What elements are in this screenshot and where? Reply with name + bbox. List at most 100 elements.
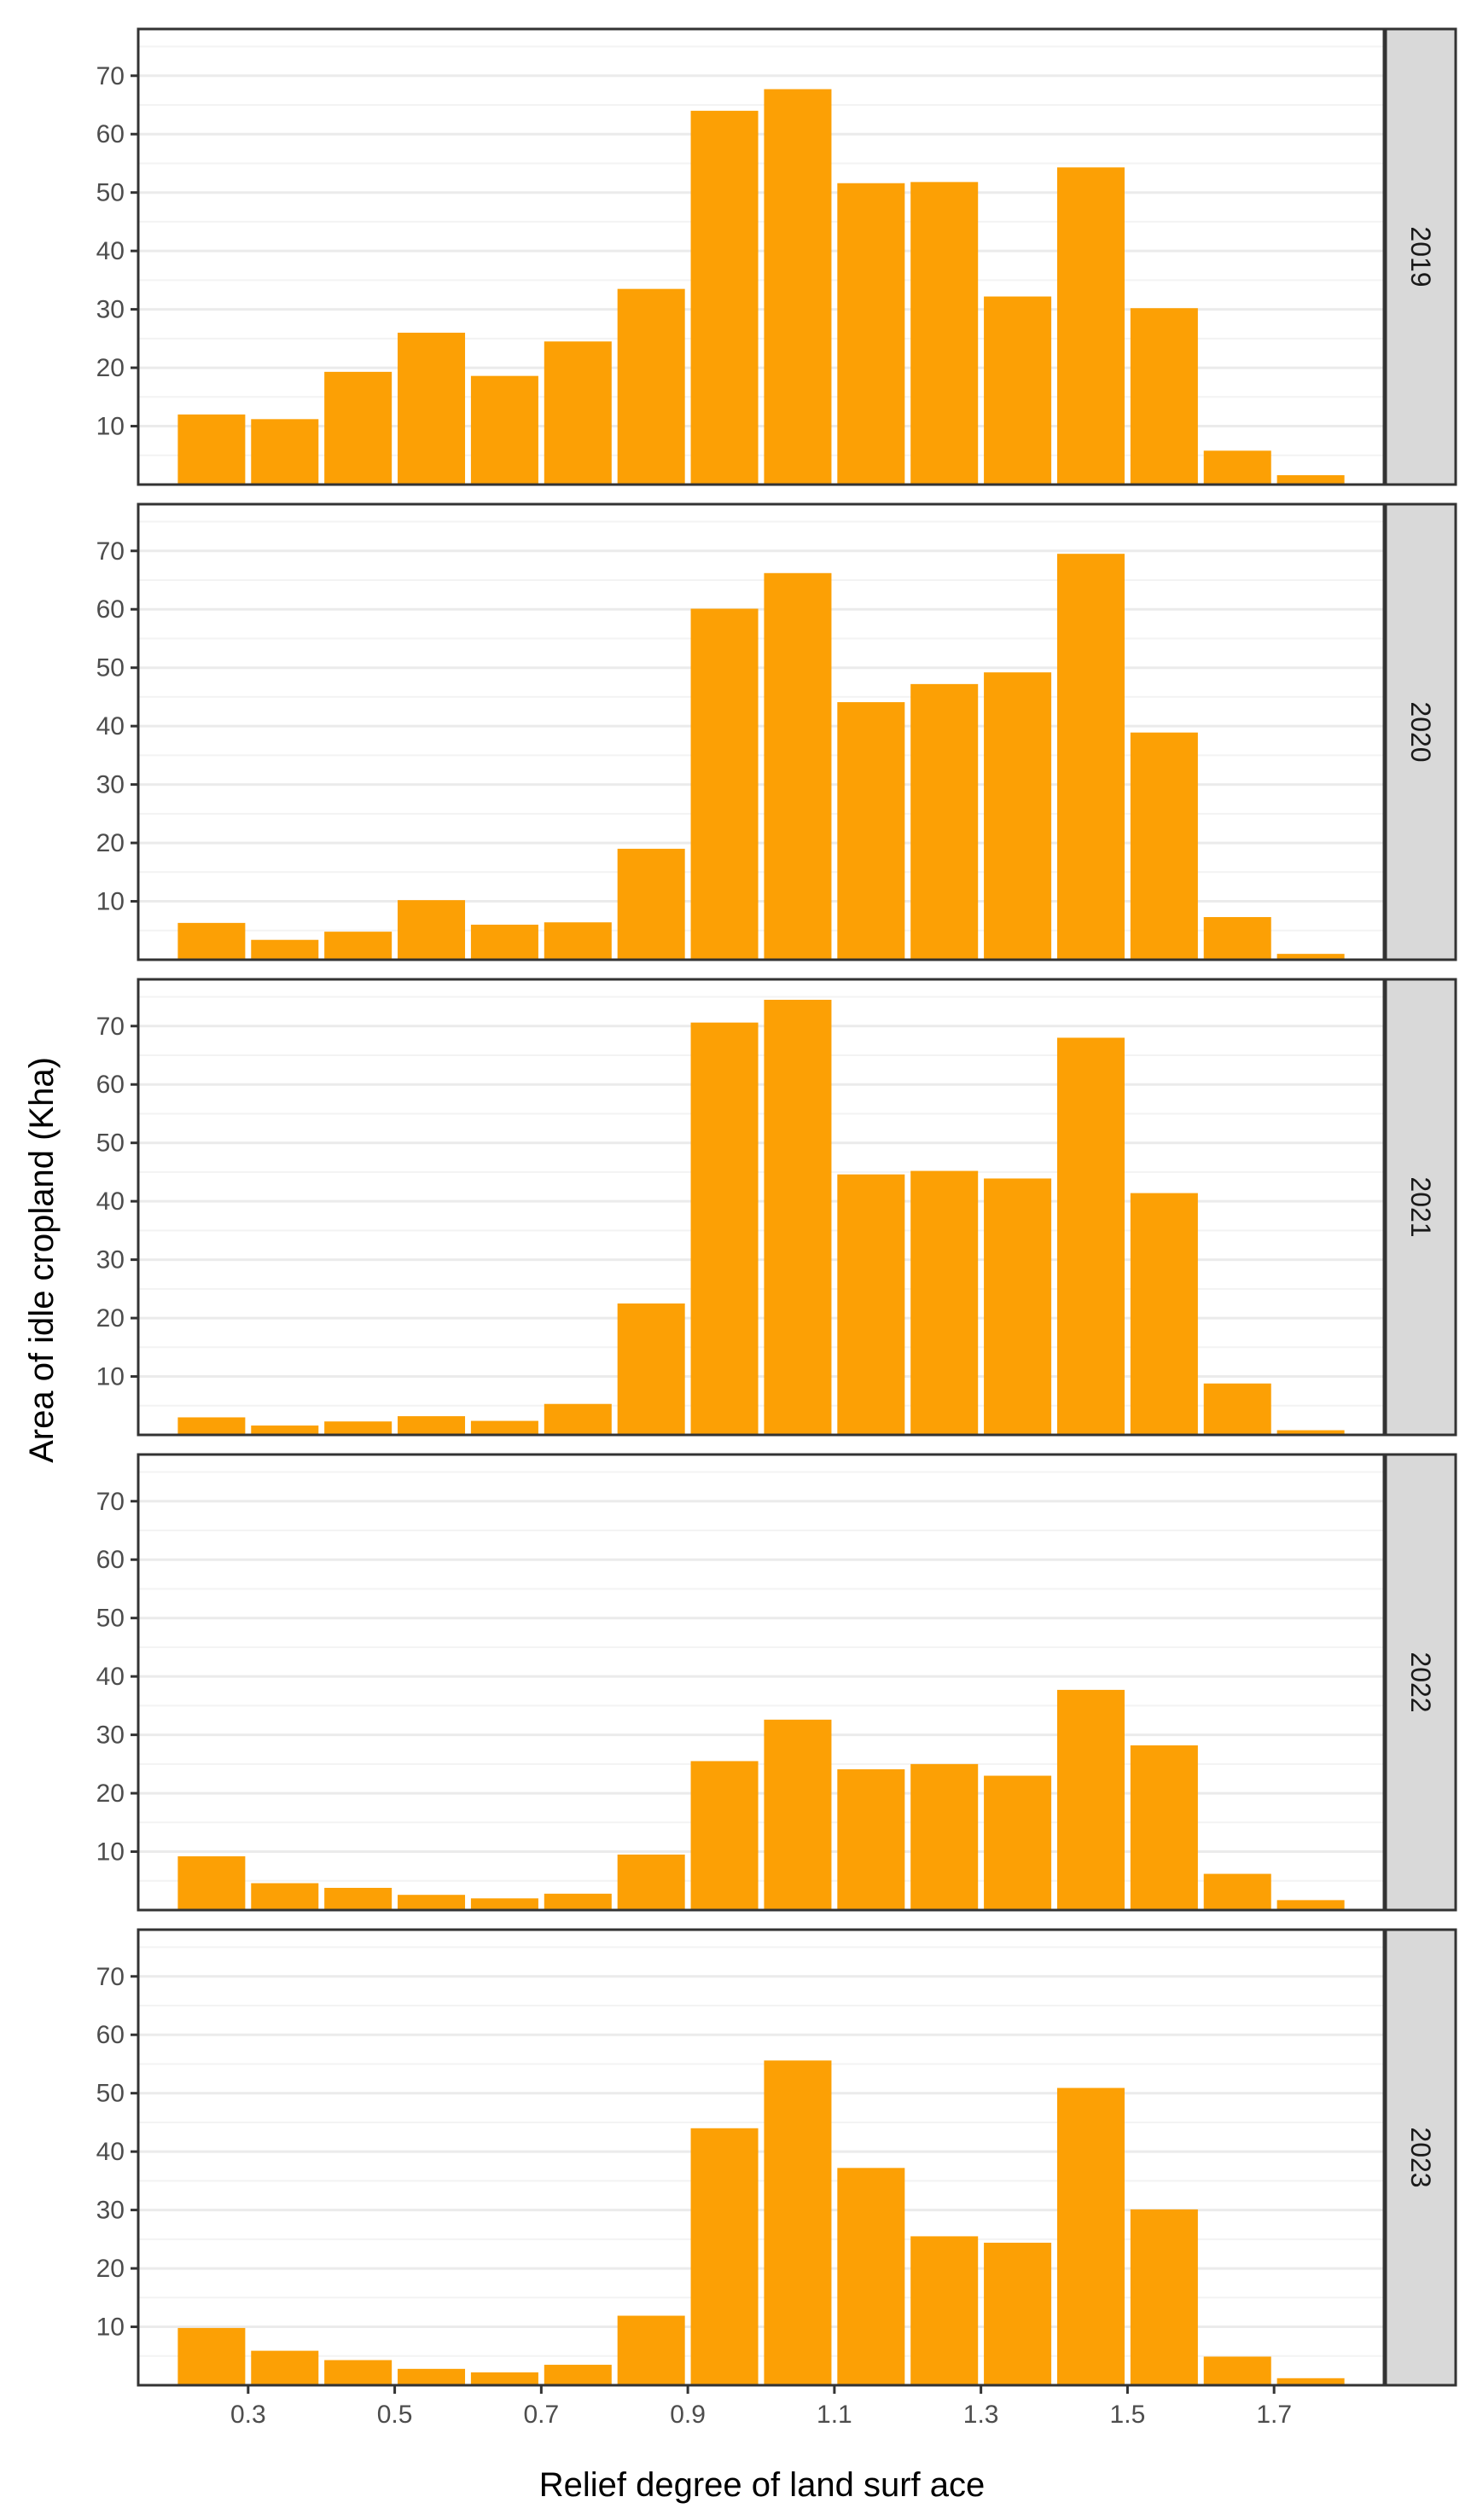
- x-tick-label: 0.5: [377, 2401, 413, 2429]
- bar-2023-0: [177, 2327, 246, 2385]
- bar-2021-10: [910, 1170, 979, 1435]
- bar-2020-2: [324, 932, 393, 960]
- y-axis-title: Area of idle cropland (Kha): [23, 1057, 61, 1463]
- y-tick-label: 60: [96, 1546, 125, 1574]
- bar-2019-5: [544, 341, 612, 485]
- facet-panel-2019: 10 20 30 40 50 60 70 2019: [96, 27, 1457, 486]
- facet-panel-2023: 10 20 30 40 50 60 70 2023: [96, 1928, 1457, 2387]
- bar-2023-11: [984, 2242, 1052, 2385]
- panel-border: [137, 27, 1386, 486]
- y-tick-label: 60: [96, 2021, 125, 2049]
- x-tick-label: 1.5: [1110, 2401, 1146, 2429]
- bar-2020-14: [1203, 917, 1271, 960]
- bar-2022-1: [251, 1883, 319, 1910]
- bar-2019-7: [690, 110, 759, 485]
- y-tick-label: 10: [96, 888, 125, 916]
- y-tick-label: 40: [96, 2138, 125, 2166]
- bar-2023-13: [1130, 2209, 1198, 2385]
- facet-strip-label: 2023: [1405, 2127, 1436, 2187]
- bar-2022-15: [1276, 1900, 1345, 1910]
- bar-2020-1: [251, 939, 319, 960]
- bar-2022-8: [764, 1719, 832, 1910]
- x-tick-label: 0.3: [230, 2401, 266, 2429]
- y-tick-label: 50: [96, 1129, 125, 1158]
- y-tick-label: 30: [96, 771, 125, 799]
- bar-2019-1: [251, 419, 319, 485]
- bar-2021-14: [1203, 1383, 1271, 1435]
- bar-2019-15: [1276, 475, 1345, 485]
- y-tick-label: 30: [96, 1246, 125, 1275]
- bar-2022-7: [690, 1761, 759, 1910]
- x-tick-label: 0.7: [523, 2401, 559, 2429]
- y-tick-label: 10: [96, 2314, 125, 2342]
- y-tick-label: 30: [96, 296, 125, 324]
- panel-border: [137, 978, 1386, 1437]
- bar-2020-11: [984, 672, 1052, 960]
- facet-panel-2020: 10 20 30 40 50 60 70 2020: [96, 502, 1457, 961]
- panel-border: [137, 1453, 1386, 1912]
- bar-2023-8: [764, 2060, 832, 2385]
- y-tick-label: 70: [96, 1013, 125, 1041]
- bar-2022-0: [177, 1856, 246, 1910]
- bar-2021-12: [1056, 1037, 1125, 1435]
- facet-strip: [1384, 1928, 1457, 2387]
- facet-strip: [1384, 978, 1457, 1437]
- y-tick-label: 60: [96, 1071, 125, 1099]
- bar-2023-12: [1056, 2087, 1125, 2385]
- bar-2021-13: [1130, 1193, 1198, 1435]
- bar-2020-8: [764, 572, 832, 960]
- bar-2019-14: [1203, 450, 1271, 485]
- y-tick-label: 60: [96, 120, 125, 148]
- bar-2020-12: [1056, 554, 1125, 960]
- y-tick-label: 50: [96, 179, 125, 207]
- bar-2019-12: [1056, 167, 1125, 485]
- bar-2022-6: [617, 1854, 685, 1910]
- bar-2019-13: [1130, 308, 1198, 485]
- bar-2021-3: [398, 1416, 466, 1435]
- y-tick-label: 10: [96, 1838, 125, 1867]
- bar-2021-4: [470, 1420, 538, 1435]
- bar-2020-9: [837, 702, 905, 960]
- bar-2020-13: [1130, 732, 1198, 960]
- bar-2023-3: [398, 2368, 466, 2385]
- bar-2023-15: [1276, 2378, 1345, 2385]
- bar-2022-9: [837, 1769, 905, 1910]
- y-tick-label: 10: [96, 413, 125, 441]
- bar-2019-6: [617, 288, 685, 485]
- bar-2023-14: [1203, 2356, 1271, 2385]
- bar-2023-6: [617, 2315, 685, 2385]
- bar-2020-0: [177, 922, 246, 960]
- bar-2022-12: [1056, 1689, 1125, 1910]
- bar-2019-11: [984, 296, 1052, 485]
- y-tick-label: 30: [96, 1722, 125, 1750]
- y-tick-label: 40: [96, 237, 125, 265]
- y-tick-label: 20: [96, 354, 125, 382]
- facet-strip: [1384, 502, 1457, 961]
- facet-strip: [1384, 27, 1457, 486]
- y-tick-label: 40: [96, 712, 125, 740]
- y-tick-label: 10: [96, 1363, 125, 1391]
- bar-2022-2: [324, 1887, 393, 1910]
- bar-2020-7: [690, 608, 759, 960]
- bar-2022-4: [470, 1898, 538, 1910]
- bar-2022-3: [398, 1895, 466, 1910]
- y-tick-label: 70: [96, 537, 125, 566]
- bar-2021-1: [251, 1425, 319, 1435]
- y-tick-label: 40: [96, 1187, 125, 1216]
- y-tick-label: 20: [96, 829, 125, 857]
- bar-2022-14: [1203, 1873, 1271, 1910]
- x-tick-label: 1.7: [1256, 2401, 1292, 2429]
- bar-2020-6: [617, 848, 685, 960]
- bar-2021-2: [324, 1421, 393, 1435]
- facet-panel-2022: 10 20 30 40 50 60 70 2022: [96, 1453, 1457, 1912]
- y-tick-label: 50: [96, 1605, 125, 1633]
- bar-2021-11: [984, 1178, 1052, 1435]
- bar-2021-8: [764, 999, 832, 1435]
- y-tick-label: 70: [96, 1488, 125, 1516]
- facet-strip-label: 2019: [1405, 226, 1436, 287]
- panel-border: [137, 502, 1386, 961]
- x-tick-label: 1.3: [963, 2401, 999, 2429]
- bar-2021-9: [837, 1174, 905, 1435]
- y-tick-label: 60: [96, 595, 125, 624]
